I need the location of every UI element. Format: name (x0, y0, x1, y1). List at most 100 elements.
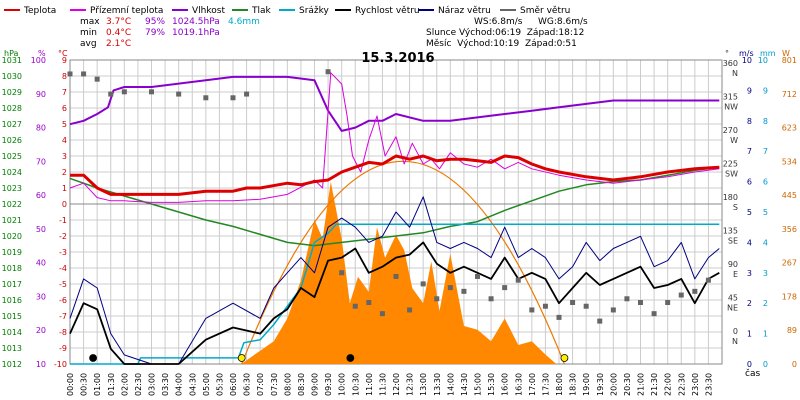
y-tick-hpa: 1016 (2, 296, 22, 305)
y-tick-temperature: -2 (59, 232, 67, 241)
wind-dir-point (121, 89, 127, 95)
stats-avg-label: avg (80, 39, 97, 49)
x-tick-label: 09:30 (324, 373, 333, 396)
y-tick-hpa: 1014 (2, 328, 22, 337)
y-tick-solar: 623 (782, 124, 797, 133)
wind-dir-point (692, 288, 698, 294)
y-tick-solar: 445 (782, 191, 797, 200)
y-tick-hpa: 1029 (2, 88, 22, 97)
y-tick-solar: 178 (782, 292, 797, 301)
y-tick-temperature: -10 (54, 360, 67, 369)
y-tick-wind-dir-abbr: NE (727, 304, 738, 313)
y-tick-wind-dir: 180 (723, 193, 738, 202)
legend-item-label: Směr větru (520, 6, 570, 16)
x-tick-label: 01:00 (93, 373, 102, 396)
x-tick-label: 05:30 (215, 373, 224, 396)
y-tick-wind-speed: 5 (747, 208, 752, 217)
wind-dir-point (366, 300, 372, 305)
y-tick-temperature: -9 (59, 344, 67, 353)
legend-item-label: Náraz větru (438, 6, 491, 16)
y-tick-wind-dir: 135 (723, 227, 738, 236)
x-tick-label: 04:30 (188, 373, 197, 396)
x-tick-label: 11:30 (378, 373, 387, 396)
wind-dir-point (529, 307, 535, 313)
x-axis-label: čas (745, 368, 760, 379)
x-tick-label: 09:00 (311, 373, 320, 396)
x-tick-label: 14:00 (446, 373, 455, 396)
stats-max-hum: 95% (145, 17, 165, 27)
y-tick-hpa: 1024 (2, 168, 22, 177)
x-tick-label: 18:00 (555, 373, 564, 396)
wind-dir-point (556, 314, 562, 320)
wind-dir-point (624, 296, 630, 302)
y-tick-wind-dir-abbr: N (732, 337, 738, 346)
stats-rain-total: 4.6mm (228, 17, 260, 27)
y-tick-hpa: 1013 (2, 344, 22, 353)
y-tick-wind-dir: 225 (723, 160, 738, 169)
y-tick-hpa: 1030 (2, 72, 22, 81)
y-tick-wind-speed: 8 (747, 117, 752, 126)
stats-avg-temp: 2.1°C (106, 39, 131, 49)
x-tick-label: 16:30 (514, 373, 523, 396)
wind-dir-point (108, 91, 114, 97)
y-tick-temperature: 1 (62, 184, 67, 193)
wind-dir-point (488, 296, 494, 302)
y-tick-hpa: 1021 (2, 216, 22, 225)
y-tick-solar: 267 (782, 259, 797, 268)
y-tick-humidity: 10 (36, 360, 46, 369)
y-tick-temperature: 9 (62, 56, 67, 65)
y-tick-rain: 7 (763, 147, 768, 156)
sun-marker (560, 354, 569, 362)
wind-dir-point (434, 296, 440, 302)
x-tick-label: 11:00 (365, 373, 374, 396)
y-tick-hpa: 1018 (2, 264, 22, 273)
y-tick-hpa: 1022 (2, 200, 22, 209)
wind-dir-point (176, 91, 182, 97)
x-tick-label: 10:00 (338, 373, 347, 396)
series-line-sr-ky (70, 223, 720, 365)
y-unit-humidity: % (38, 49, 46, 58)
y-tick-temperature: -6 (59, 296, 67, 305)
x-tick-label: 07:00 (256, 373, 265, 396)
y-tick-temperature: 7 (62, 88, 67, 97)
y-tick-wind-speed: 7 (747, 147, 752, 156)
x-tick-label: 14:30 (460, 373, 469, 396)
x-tick-label: 21:00 (637, 373, 646, 396)
wind-dir-point (447, 285, 453, 291)
y-unit-solar: W (782, 49, 790, 58)
wind-dir-point (583, 303, 589, 309)
x-tick-label: 03:30 (161, 373, 170, 396)
x-tick-label: 23:00 (691, 373, 700, 396)
y-tick-rain: 5 (763, 208, 768, 217)
wind-dir-point (597, 318, 603, 324)
stats-max-press: 1024.5hPa (172, 17, 220, 27)
legend: Teplota Přízemní teplota Vlhkost Tlak Srážky… (4, 6, 570, 16)
y-tick-wind-dir: 0 (733, 327, 738, 336)
y-tick-temperature: -4 (59, 264, 67, 273)
x-tick-label: 12:30 (406, 373, 415, 396)
stats-max-temp: 3.7°C (106, 17, 131, 27)
x-tick-label: 12:00 (392, 373, 401, 396)
y-tick-solar: 801 (782, 56, 797, 65)
y-tick-rain: 6 (763, 178, 768, 187)
y-tick-hpa: 1028 (2, 104, 22, 113)
y-tick-hpa: 1026 (2, 136, 22, 145)
y-tick-wind-dir: 270 (723, 126, 738, 135)
y-tick-wind-dir-abbr: SW (725, 170, 738, 179)
legend-item-label: Tlak (251, 6, 272, 16)
y-tick-temperature: -3 (59, 248, 67, 257)
x-tick-label: 22:00 (664, 373, 673, 396)
y-unit-wind-speed: m/s (739, 49, 754, 58)
y-tick-solar: 89 (787, 326, 797, 335)
y-tick-temperature: 6 (62, 104, 67, 113)
y-tick-wind-dir-abbr: S (733, 203, 738, 212)
x-tick-label: 20:00 (609, 373, 618, 396)
stats-panel: max min avg 3.7°C 0.4°C 2.1°C 95% 79% 10… (80, 17, 588, 49)
y-tick-hpa: 1020 (2, 232, 22, 241)
legend-item-label: Přízemní teplota (90, 6, 163, 16)
y-tick-hpa: 1023 (2, 184, 22, 193)
y-tick-rain: 2 (763, 299, 768, 308)
y-tick-rain: 0 (763, 360, 768, 369)
y-tick-wind-dir: 315 (723, 93, 738, 102)
